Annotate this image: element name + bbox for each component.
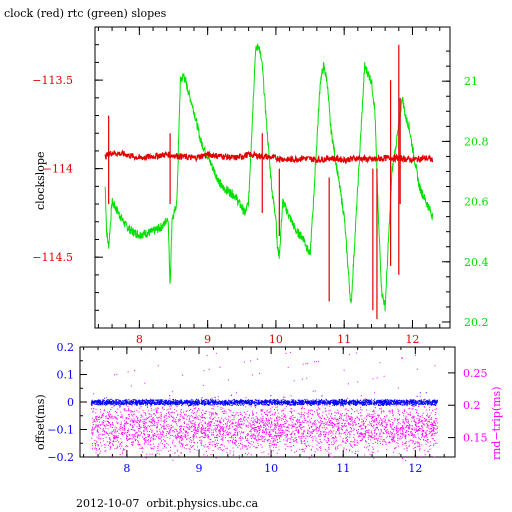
clock-slope-line [104,149,434,165]
bottom-y-tick-label: −0.2 [47,451,74,464]
chart-title: clock (red) rtc (green) slopes [4,7,167,20]
top-y-axis-label: clockslope [34,152,47,210]
bottom-series-layer [90,351,439,461]
bottom-y-tick-label: 0 [67,396,74,409]
bottom-x-tick-label: 10 [264,462,278,475]
offset-points [90,392,439,408]
top-plot-frame [94,26,451,329]
bottom-y-tick-label: −0.1 [47,424,74,437]
bottom-x-tick-label: 9 [195,462,202,475]
round-trip-points [90,351,438,461]
bottom-y2-tick-label: 0.2 [463,399,481,412]
footer-caption: 2012-10-07 orbit.physics.ubc.ca [76,497,259,510]
bottom-y2-tick-label: 0.15 [463,432,488,445]
top-x-tick-label: 10 [269,333,283,346]
bottom-x-tick-label: 12 [408,462,422,475]
bottom-y2-axis-label: rnd−trip(ms) [490,387,503,461]
top-y2-tick-label: 20.8 [464,135,489,148]
top-y-tick-label: −114 [43,163,73,176]
top-x-tick-label: 11 [337,333,351,346]
top-tick-layer: 8 9 10 11 12 −113.5 −114 −114.5 21 20.8 20.6 20.4 20… [32,26,489,346]
top-y-tick-label: −114.5 [32,251,73,264]
top-y2-tick-label: 20.4 [464,256,489,269]
top-y-tick-label: −113.5 [32,74,73,87]
bottom-y-tick-label: 0.1 [57,369,75,382]
bottom-y-tick-label: 0.2 [57,341,75,354]
top-y2-tick-label: 20.6 [464,196,489,209]
top-x-tick-label: 12 [405,333,419,346]
top-y2-tick-label: 20.2 [464,316,489,329]
bottom-x-tick-label: 11 [336,462,350,475]
top-x-tick-label: 9 [204,333,211,346]
bottom-y-axis-label: offset(ms) [34,394,47,450]
bottom-y2-tick-label: 0.25 [463,367,488,380]
rtc-slope-line [104,43,434,312]
bottom-tick-layer: 8 9 10 11 12 0.2 0.1 0 −0.1 −0.2 0.25 0.2 0.15 [47,341,487,475]
top-series-layer [104,43,434,320]
bottom-x-tick-label: 8 [123,462,130,475]
top-x-tick-label: 8 [136,333,143,346]
top-y2-tick-label: 21 [464,75,478,88]
